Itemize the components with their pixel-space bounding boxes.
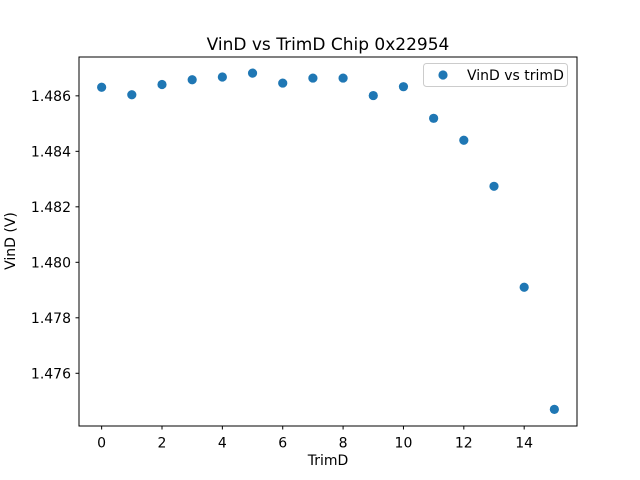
- data-point: [97, 82, 107, 92]
- y-tick-label: 1.486: [31, 89, 71, 105]
- legend-marker-icon: [438, 70, 448, 80]
- plot-border: [78, 56, 578, 427]
- data-point: [127, 90, 137, 100]
- x-tick-label: 12: [455, 436, 473, 452]
- x-tick-label: 4: [218, 436, 227, 452]
- legend: VinD vs trimD: [423, 63, 568, 87]
- data-point: [338, 73, 348, 83]
- data-point: [217, 72, 227, 82]
- data-point: [368, 90, 378, 101]
- data-point: [489, 181, 499, 191]
- x-axis-label: TrimD: [307, 453, 349, 469]
- data-point: [187, 75, 197, 85]
- x-tick-label: 8: [339, 436, 348, 452]
- y-tick-label: 1.482: [31, 200, 71, 216]
- x-tick-label: 0: [97, 436, 106, 452]
- data-point: [247, 68, 258, 78]
- data-point: [278, 78, 288, 88]
- data-point: [398, 82, 409, 92]
- legend-label: VinD vs trimD: [467, 68, 564, 84]
- y-axis-label: VinD (V): [3, 212, 19, 270]
- y-tick-label: 1.478: [31, 311, 71, 327]
- x-tick-label: 6: [278, 436, 287, 452]
- x-axis-ticks: 0 2 4 6 8 10 12 14: [97, 426, 533, 452]
- x-tick-label: 10: [395, 436, 413, 452]
- chart-title: VinD vs TrimD Chip 0x22954: [207, 35, 450, 55]
- x-tick-label: 14: [515, 436, 533, 452]
- data-point: [459, 135, 469, 145]
- data-point: [549, 404, 559, 414]
- x-tick-label: 2: [158, 436, 167, 452]
- data-point: [429, 113, 439, 123]
- y-tick-label: 1.484: [31, 144, 71, 160]
- y-tick-label: 1.476: [31, 366, 71, 382]
- scatter-points: [97, 68, 559, 414]
- data-point: [519, 282, 529, 292]
- y-axis-ticks: 1.476 1.478 1.480 1.482 1.484 1.486: [31, 89, 79, 382]
- data-point: [157, 79, 167, 90]
- legend-box: [423, 63, 568, 87]
- y-tick-label: 1.480: [31, 255, 71, 271]
- data-point: [308, 73, 318, 83]
